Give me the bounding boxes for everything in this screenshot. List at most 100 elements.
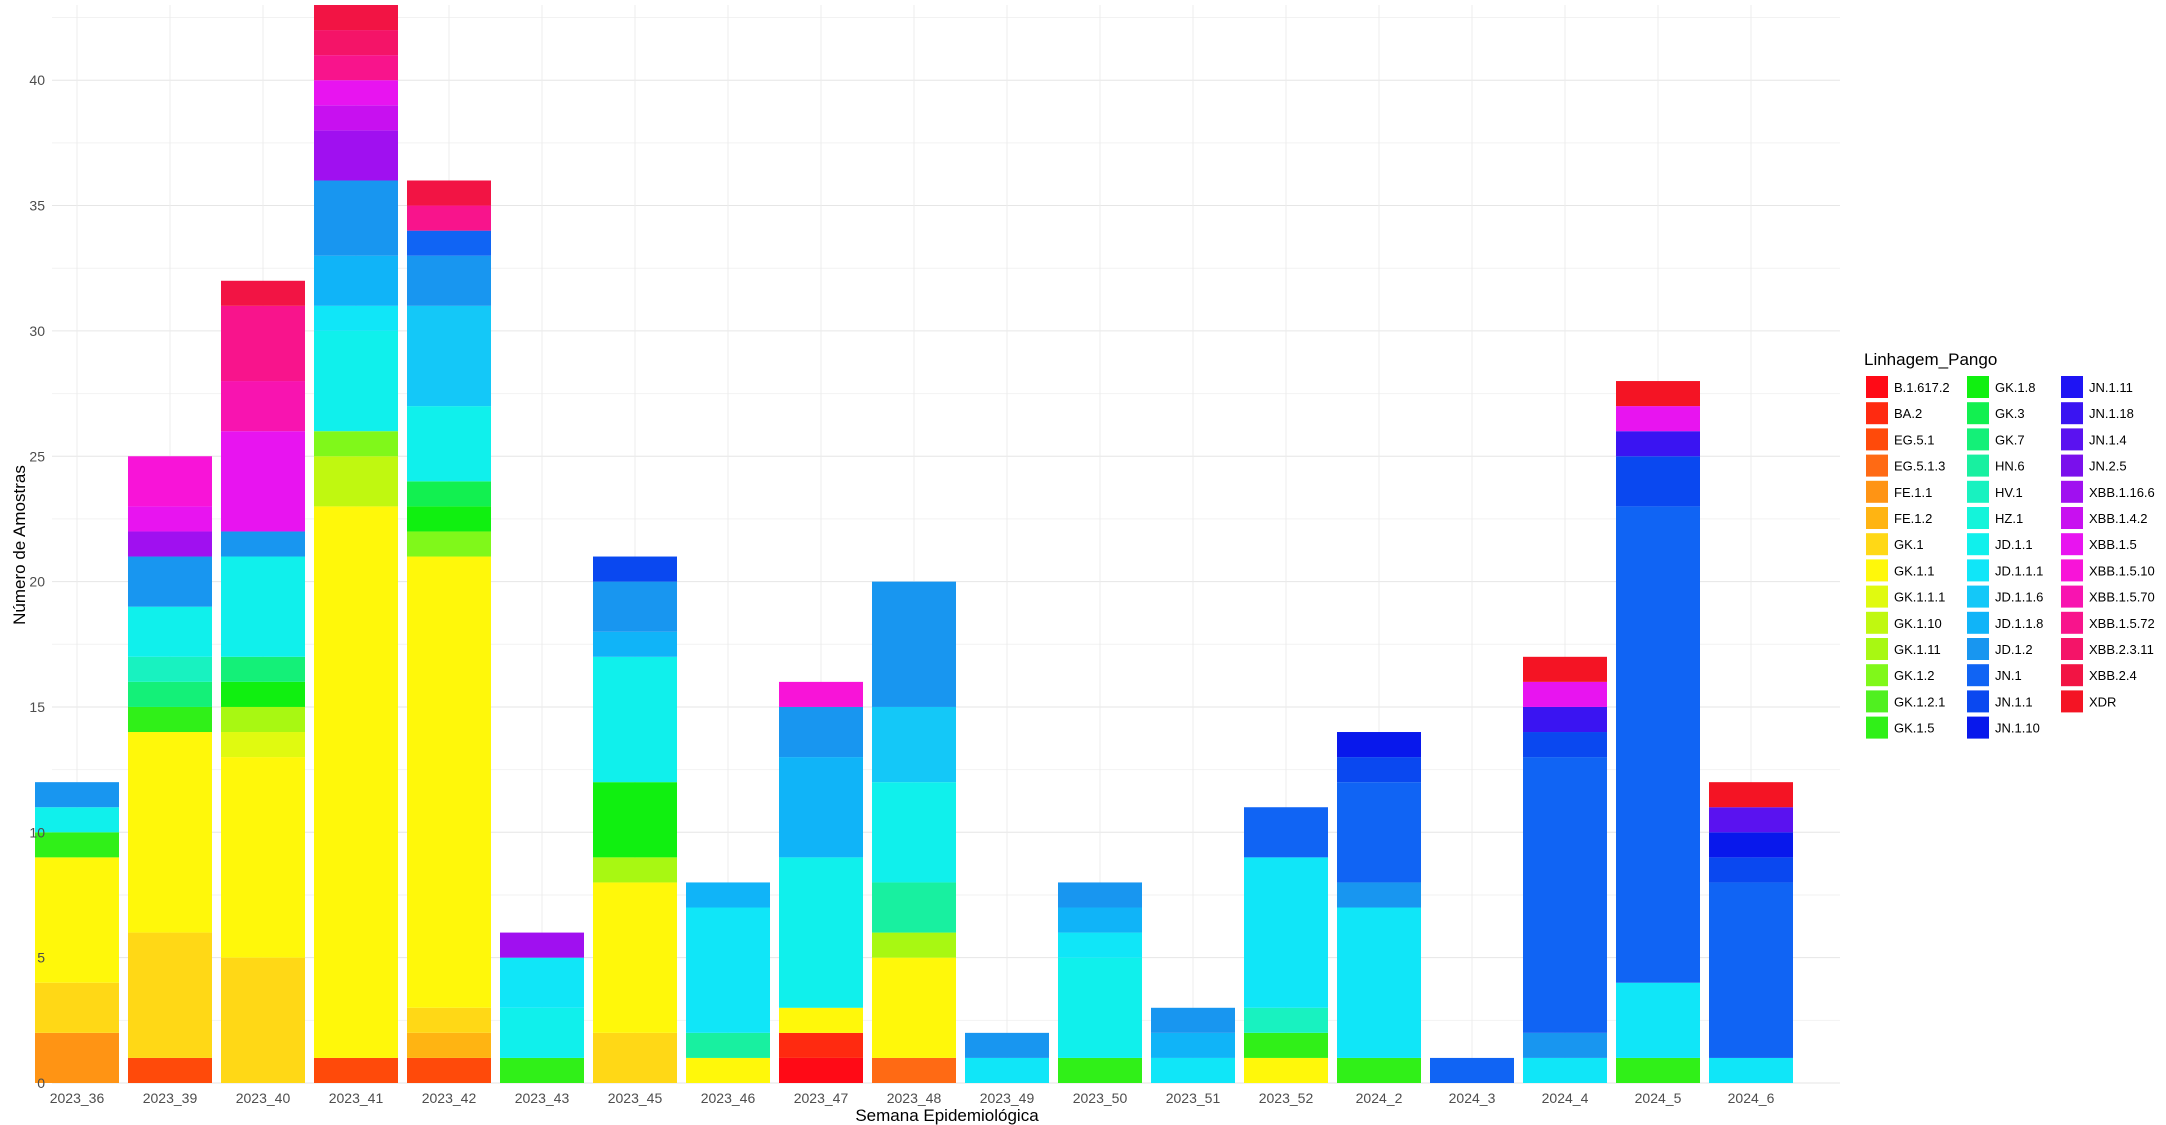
bar-segment-2023_48-EG.5.1.3 xyxy=(872,1057,956,1083)
legend-label-JN.1.10: JN.1.10 xyxy=(1995,721,2040,736)
bar-segment-2023_42-JN.1 xyxy=(407,230,491,256)
legend-key-XBB.1.5.72 xyxy=(2061,611,2083,634)
legend-label-JN.1.4: JN.1.4 xyxy=(2089,432,2127,447)
bar-segment-2024_5-JN.1 xyxy=(1616,506,1700,983)
bar-segment-2023_39-XBB.1.5.10 xyxy=(128,456,212,507)
x-tick-label: 2023_46 xyxy=(701,1090,756,1106)
legend-label-EG.5.1: EG.5.1 xyxy=(1894,432,1934,447)
legend-key-GK.7 xyxy=(1967,428,1989,451)
y-axis-ticks: 0 5 10 15 20 25 30 35 40 xyxy=(29,72,45,1091)
bar-segment-2023_40-XBB.1.5.70 xyxy=(221,381,305,432)
bar-segment-2023_39-GK.1.5 xyxy=(128,706,212,733)
bar-segment-2023_48-GK.1.11 xyxy=(872,932,956,958)
legend-key-HV.1 xyxy=(1967,480,1989,503)
bar-segment-2023_40-XBB.2.4 xyxy=(221,280,305,306)
legend-key-GK.1.2.1 xyxy=(1866,690,1888,713)
bar-segment-2023_41-JD.1.1 xyxy=(314,330,398,432)
bar-segment-2023_42-FE.1.2 xyxy=(407,1032,491,1058)
bar-segment-2023_40-JD.1.2 xyxy=(221,531,305,557)
x-tick-label: 2024_6 xyxy=(1728,1090,1775,1106)
legend-key-EG.5.1.3 xyxy=(1866,454,1888,477)
legend-label-XBB.2.3.11: XBB.2.3.11 xyxy=(2089,642,2154,657)
y-tick-label: 40 xyxy=(29,72,45,88)
legend-key-B.1.617.2 xyxy=(1866,376,1888,398)
legend-label-GK.1.5: GK.1.5 xyxy=(1894,721,1934,736)
bar-segment-2023_47-JD.1.2 xyxy=(779,706,863,758)
bar-segment-2024_2-JD.1.2 xyxy=(1337,882,1421,908)
bar-segment-2023_42-GK.1.2 xyxy=(407,531,491,557)
legend-key-JN.1.10 xyxy=(1967,716,1989,739)
bar-segment-2024_2-JD.1.1.1 xyxy=(1337,907,1421,1058)
bar-segment-2023_47-JD.1.1 xyxy=(779,857,863,1008)
bar-segment-2023_52-GK.1.1 xyxy=(1244,1057,1328,1083)
bar-segment-2023_47-B.1.617.2 xyxy=(779,1057,863,1083)
bar-segment-2023_36-GK.1.1 xyxy=(35,857,119,983)
bar-segment-2023_47-GK.1.1 xyxy=(779,1007,863,1033)
legend-label-JN.1.18: JN.1.18 xyxy=(2089,406,2134,421)
bar-segment-2023_47-JD.1.1.8 xyxy=(779,757,863,858)
bar-segment-2023_36-JD.1.2 xyxy=(35,782,119,808)
legend-label-GK.1.1: GK.1.1 xyxy=(1894,563,1934,578)
legend-key-GK.1.10 xyxy=(1866,611,1888,634)
legend-key-GK.1.5 xyxy=(1866,716,1888,739)
legend-label-EG.5.1.3: EG.5.1.3 xyxy=(1894,459,1945,474)
x-axis-ticks: 2023_36 2023_39 2023_40 2023_41 2023_42 2023_… xyxy=(50,1090,1775,1106)
legend-label-JN.1: JN.1 xyxy=(1995,668,2022,683)
bar-segment-2024_6-JN.1.10 xyxy=(1709,832,1793,858)
bar-segment-2023_40-GK.1.1.1 xyxy=(221,732,305,758)
bar-segment-2023_39-JD.1.1 xyxy=(128,606,212,657)
legend-key-HZ.1 xyxy=(1967,507,1989,529)
legend-label-HV.1: HV.1 xyxy=(1995,485,2023,500)
bar-segment-2023_39-GK.1 xyxy=(128,932,212,1058)
legend-label-JD.1.2: JD.1.2 xyxy=(1995,642,2033,657)
legend-label-HN.6: HN.6 xyxy=(1995,459,2025,474)
legend-key-XBB.1.16.6 xyxy=(2061,480,2083,503)
bar-segment-2023_51-JD.1.1.1 xyxy=(1151,1057,1235,1083)
bar-segment-2024_2-JN.1.1 xyxy=(1337,757,1421,783)
bar-segment-2023_45-GK.1 xyxy=(593,1032,677,1083)
bar-segment-2023_45-JD.1.1.8 xyxy=(593,631,677,657)
legend-label-GK.1.11: GK.1.11 xyxy=(1894,642,1941,657)
bar-segment-2023_42-XBB.2.4 xyxy=(407,180,491,206)
bar-segment-2023_42-XBB.1.5.72 xyxy=(407,205,491,231)
legend-key-GK.1.1.1 xyxy=(1866,585,1888,608)
x-tick-label: 2023_42 xyxy=(422,1090,477,1106)
bar-segment-2024_4-XDR xyxy=(1523,656,1607,682)
bar-segment-2023_48-HN.6 xyxy=(872,882,956,933)
legend: Linhagem_Pango B.1.617.2 BA.2 EG.5.1 EG.5.1… xyxy=(1864,350,2155,739)
legend-label-HZ.1: HZ.1 xyxy=(1995,511,2023,526)
bar-segment-2023_41-GK.1.2 xyxy=(314,431,398,457)
y-tick-label: 5 xyxy=(37,950,45,966)
legend-label-XBB.1.5: XBB.1.5 xyxy=(2089,537,2137,552)
bar-segment-2023_45-GK.1.11 xyxy=(593,857,677,883)
y-axis-title: Número de Amostras xyxy=(10,465,29,625)
legend-label-JD.1.1.8: JD.1.1.8 xyxy=(1995,616,2043,631)
x-tick-label: 2023_45 xyxy=(608,1090,663,1106)
bar-segment-2023_36-FE.1.1 xyxy=(35,1032,119,1083)
bar-segment-2024_5-GK.1.5 xyxy=(1616,1057,1700,1083)
bar-segment-2024_5-JN.1.18 xyxy=(1616,431,1700,457)
legend-label-GK.1.2.1: GK.1.2.1 xyxy=(1894,694,1945,709)
bar-segment-2024_5-JN.1.1 xyxy=(1616,456,1700,507)
legend-label-JD.1.1.6: JD.1.1.6 xyxy=(1995,590,2043,605)
legend-label-JN.1.11: JN.1.11 xyxy=(2089,380,2133,395)
bar-segment-2024_2-JN.1.10 xyxy=(1337,732,1421,758)
bar-segment-2024_5-XBB.1.5 xyxy=(1616,406,1700,432)
legend-key-GK.1.8 xyxy=(1967,376,1989,398)
bar-segment-2023_39-XBB.1.5 xyxy=(128,506,212,532)
y-tick-label: 15 xyxy=(29,699,45,715)
bar-segment-2023_46-JD.1.1.1 xyxy=(686,907,770,1033)
legend-key-EG.5.1 xyxy=(1866,428,1888,451)
bar-segment-2023_40-GK.1.11 xyxy=(221,706,305,733)
legend-key-JD.1.2 xyxy=(1967,638,1989,660)
legend-key-JN.1 xyxy=(1967,664,1989,687)
bar-segment-2023_39-JD.1.2 xyxy=(128,556,212,607)
bar-segment-2023_48-JD.1.2 xyxy=(872,581,956,707)
y-tick-label: 20 xyxy=(29,574,45,590)
legend-label-B.1.617.2: B.1.617.2 xyxy=(1894,380,1950,395)
legend-key-GK.1.2 xyxy=(1866,664,1888,687)
bar-segment-2023_36-GK.1.5 xyxy=(35,832,119,858)
legend-key-JN.1.4 xyxy=(2061,428,2083,451)
legend-key-GK.1.1 xyxy=(1866,559,1888,582)
x-tick-label: 2023_49 xyxy=(980,1090,1035,1106)
